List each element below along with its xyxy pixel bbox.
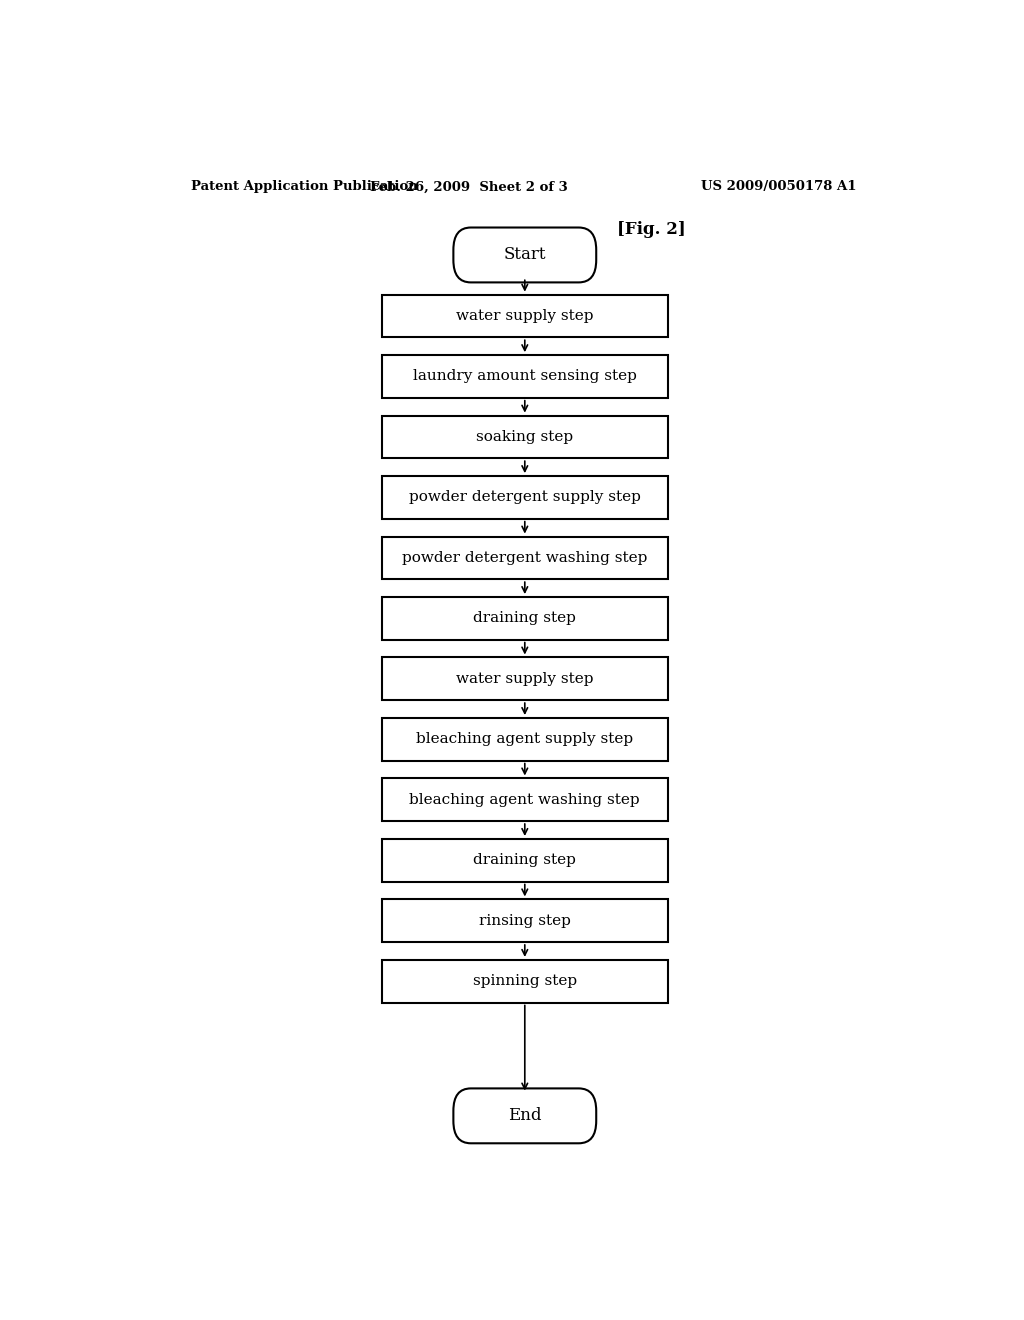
FancyBboxPatch shape	[382, 779, 668, 821]
Text: draining step: draining step	[473, 853, 577, 867]
FancyBboxPatch shape	[382, 657, 668, 700]
Text: US 2009/0050178 A1: US 2009/0050178 A1	[701, 181, 856, 193]
FancyBboxPatch shape	[382, 536, 668, 579]
FancyBboxPatch shape	[382, 477, 668, 519]
FancyBboxPatch shape	[382, 294, 668, 338]
Text: water supply step: water supply step	[456, 672, 594, 686]
Text: soaking step: soaking step	[476, 430, 573, 444]
FancyBboxPatch shape	[382, 416, 668, 458]
Text: Patent Application Publication: Patent Application Publication	[191, 181, 418, 193]
FancyBboxPatch shape	[382, 840, 668, 882]
FancyBboxPatch shape	[454, 1089, 596, 1143]
FancyBboxPatch shape	[382, 960, 668, 1002]
FancyBboxPatch shape	[382, 899, 668, 942]
Text: laundry amount sensing step: laundry amount sensing step	[413, 370, 637, 383]
FancyBboxPatch shape	[454, 227, 596, 282]
Text: [Fig. 2]: [Fig. 2]	[617, 220, 686, 238]
Text: bleaching agent supply step: bleaching agent supply step	[416, 733, 634, 746]
Text: rinsing step: rinsing step	[479, 913, 570, 928]
Text: spinning step: spinning step	[473, 974, 577, 989]
Text: powder detergent supply step: powder detergent supply step	[409, 490, 641, 504]
Text: powder detergent washing step: powder detergent washing step	[402, 550, 647, 565]
Text: draining step: draining step	[473, 611, 577, 626]
Text: End: End	[508, 1107, 542, 1125]
FancyBboxPatch shape	[382, 718, 668, 760]
Text: water supply step: water supply step	[456, 309, 594, 323]
Text: bleaching agent washing step: bleaching agent washing step	[410, 793, 640, 807]
Text: Feb. 26, 2009  Sheet 2 of 3: Feb. 26, 2009 Sheet 2 of 3	[371, 181, 568, 193]
Text: Start: Start	[504, 247, 546, 264]
FancyBboxPatch shape	[382, 597, 668, 640]
FancyBboxPatch shape	[382, 355, 668, 397]
